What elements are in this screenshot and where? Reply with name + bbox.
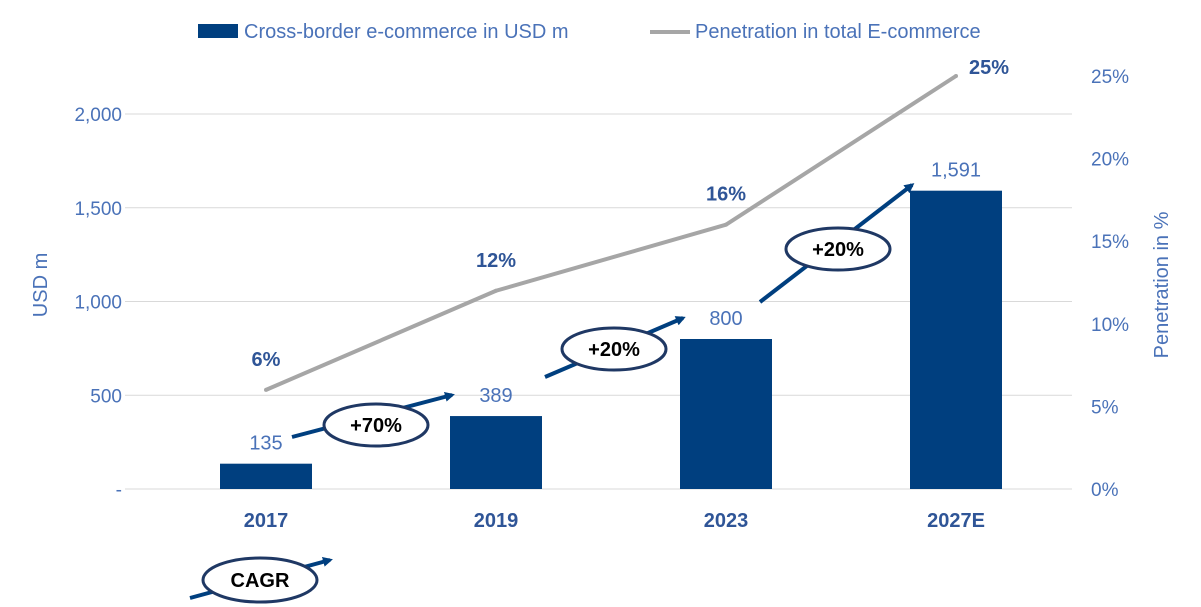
bar-2017 (220, 463, 312, 489)
cagr-key-ellipse (201, 556, 319, 604)
y-right-tick-label: 15% (1091, 232, 1129, 253)
penetration-line: 6% 12% 16% 25% (252, 57, 1009, 392)
bars: 135 389 800 1,591 (220, 160, 1002, 489)
cagr-label: +20% (588, 339, 640, 361)
y-tick-label: 1,500 (74, 199, 122, 220)
line-point (494, 288, 498, 293)
cagr-label: +20% (812, 239, 864, 261)
y-right-tick-label: 0% (1091, 480, 1119, 501)
bar-2023 (680, 339, 772, 489)
x-axis: 2017 2019 2023 2027E (244, 510, 985, 532)
cagr-label: +70% (350, 415, 402, 437)
line-value-label: 6% (252, 349, 281, 371)
x-tick-label: 2023 (704, 510, 749, 532)
y-right-tick-label: 10% (1091, 315, 1129, 336)
cagr-ellipse (560, 326, 668, 372)
y-tick-label: 500 (90, 386, 122, 407)
y-right-axis-title: Penetration in % (1151, 211, 1173, 358)
legend-bar-label: Cross-border e-commerce in USD m (244, 21, 569, 43)
penetration-line-path (265, 74, 958, 392)
cagr-annotations: +70% +20% +20% (291, 183, 915, 448)
bar-value-label: 800 (709, 308, 742, 330)
x-tick-label: 2017 (244, 510, 289, 532)
y-tick-label: 2,000 (74, 105, 122, 126)
right-axis: 0% 5% 10% 15% 20% 25% Penetration in % (1091, 67, 1173, 501)
bar-value-label: 135 (249, 433, 282, 455)
y-right-tick-label: 25% (1091, 67, 1129, 88)
line-value-label: 12% (476, 250, 516, 272)
line-value-label: 25% (969, 57, 1009, 79)
legend: Cross-border e-commerce in USD m Penetrat… (198, 21, 981, 43)
y-axis-title: USD m (30, 253, 52, 317)
bar-value-label: 389 (479, 385, 512, 407)
cagr-ellipse (784, 226, 892, 272)
y-right-tick-label: 5% (1091, 397, 1119, 418)
legend-bar-swatch (198, 24, 238, 38)
y-tick-label: 1,000 (74, 293, 122, 314)
x-tick-label: 2027E (927, 510, 985, 532)
bar-2019 (450, 416, 542, 489)
left-axis: - 500 1,000 1,500 2,000 USD m (30, 105, 122, 501)
bar-value-label: 1,591 (931, 160, 981, 182)
cagr-key: CAGR (189, 556, 333, 604)
line-value-label: 16% (706, 184, 746, 206)
x-tick-label: 2019 (474, 510, 519, 532)
cagr-ellipse (322, 402, 430, 448)
y-right-tick-label: 20% (1091, 150, 1129, 171)
y-tick-label: - (116, 480, 122, 501)
line-point (954, 74, 958, 78)
bar-2027E (910, 190, 1002, 489)
cagr-key-label: CAGR (231, 570, 290, 592)
line-point (724, 222, 728, 227)
legend-line-label: Penetration in total E-commerce (695, 21, 981, 43)
line-point (264, 387, 268, 392)
